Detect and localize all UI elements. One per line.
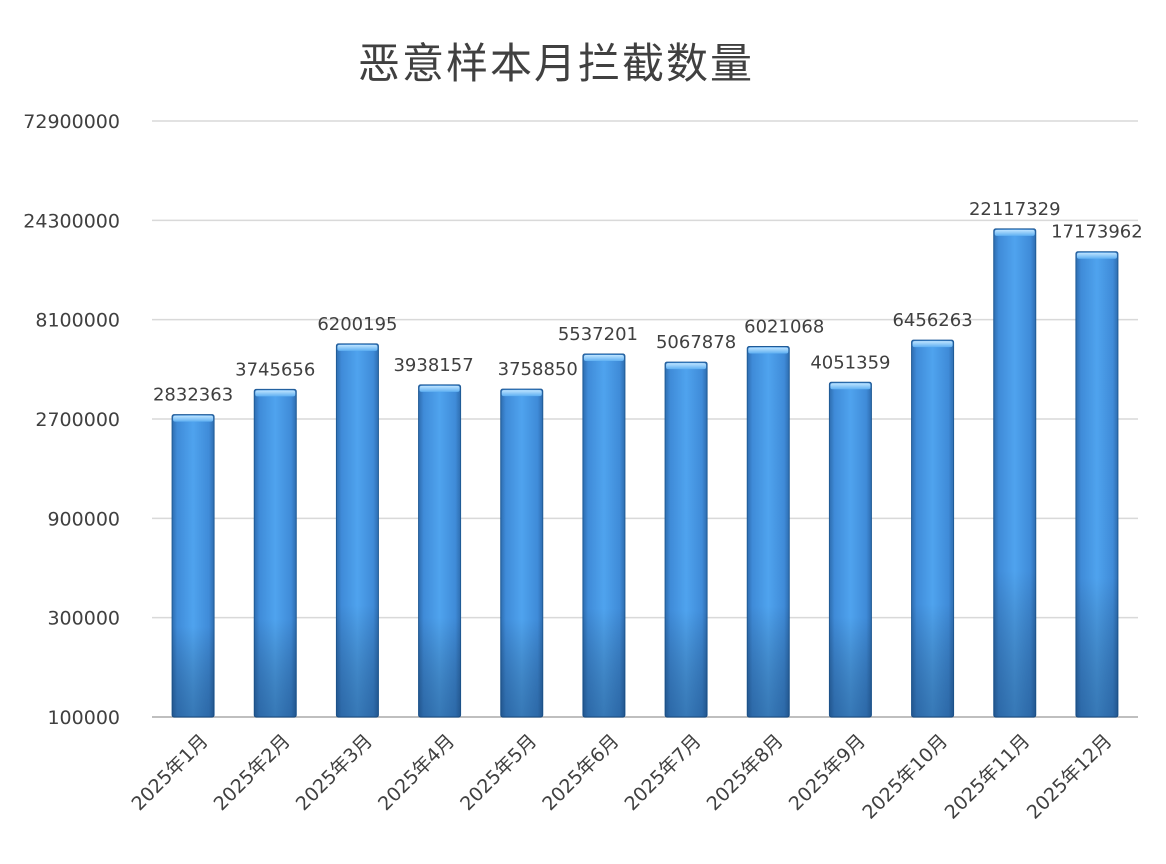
bar-cap [1076,252,1117,259]
bar [664,361,708,718]
bar-cap [748,347,789,354]
chart-title: 恶意样本月拦截数量 [357,39,754,88]
x-axis-ticks: 2025年1月2025年2月2025年3月2025年4月2025年5月2025年… [127,730,1116,824]
bar-shade [254,389,297,717]
bar-cap [830,383,871,390]
bar-shade [172,414,215,717]
bar-cap [994,229,1035,236]
bar [911,339,955,718]
bar [253,388,297,718]
bar-cap [173,415,214,422]
x-tick-label: 2025年6月 [538,730,623,815]
bar-shade [829,382,872,717]
y-tick-label: 8100000 [35,310,120,332]
data-label: 17173962 [1051,222,1143,243]
bar-shade [1075,251,1118,718]
y-tick-label: 300000 [47,608,120,630]
x-tick-label: 2025年8月 [703,730,788,815]
bar-cap [666,363,707,370]
bar [500,388,544,718]
y-axis-ticks: 100000 300000 900000 2700000 8100000 24300000… [23,111,120,729]
data-label: 3938157 [393,355,473,376]
bar-shade [747,346,790,717]
bar [335,343,379,718]
bar-shade [665,362,708,717]
y-tick-label: 100000 [47,707,120,729]
data-label: 2832363 [153,385,233,406]
data-label: 3758850 [498,359,578,380]
bar [746,345,790,718]
bar-shade [500,389,543,717]
x-tick-label: 2025年9月 [785,730,870,815]
gridlines [152,120,1138,718]
data-label: 6456263 [892,310,972,331]
bar-shade [911,340,954,717]
x-tick-label: 2025年5月 [456,730,541,815]
bar-cap [337,344,378,351]
x-tick-label: 2025年7月 [620,730,705,815]
bar-cap [419,385,460,392]
y-tick-label: 24300000 [23,210,120,232]
data-label: 6200195 [317,314,397,335]
data-label: 5537201 [558,324,638,345]
bar-shade [993,228,1036,717]
x-tick-label: 2025年11月 [941,730,1035,824]
bars [171,228,1119,718]
data-label: 3745656 [235,359,315,380]
data-label: 22117329 [969,199,1061,220]
x-tick-label: 2025年4月 [374,730,459,815]
bar-cap [501,390,542,397]
bar-shade [336,343,379,717]
bar-shade [418,384,461,717]
y-tick-label: 2700000 [35,409,120,431]
x-tick-label: 2025年1月 [127,730,212,815]
bar [582,353,626,718]
y-tick-label: 72900000 [23,111,120,133]
x-tick-label: 2025年12月 [1023,730,1117,824]
data-label: 5067878 [656,332,736,353]
bar-cap [255,390,296,397]
x-tick-label: 2025年2月 [210,730,295,815]
bar-cap [912,341,953,348]
y-tick-label: 900000 [47,508,120,530]
bar [828,381,872,718]
data-label: 6021068 [744,316,824,337]
bar [418,384,462,718]
x-tick-label: 2025年3月 [292,730,377,815]
x-tick-label: 2025年10月 [858,730,952,824]
bar [993,228,1037,718]
bar [1075,251,1119,718]
data-label: 4051359 [810,352,890,373]
bar [171,414,215,718]
bar-cap [583,355,624,362]
bar-shade [582,354,625,717]
